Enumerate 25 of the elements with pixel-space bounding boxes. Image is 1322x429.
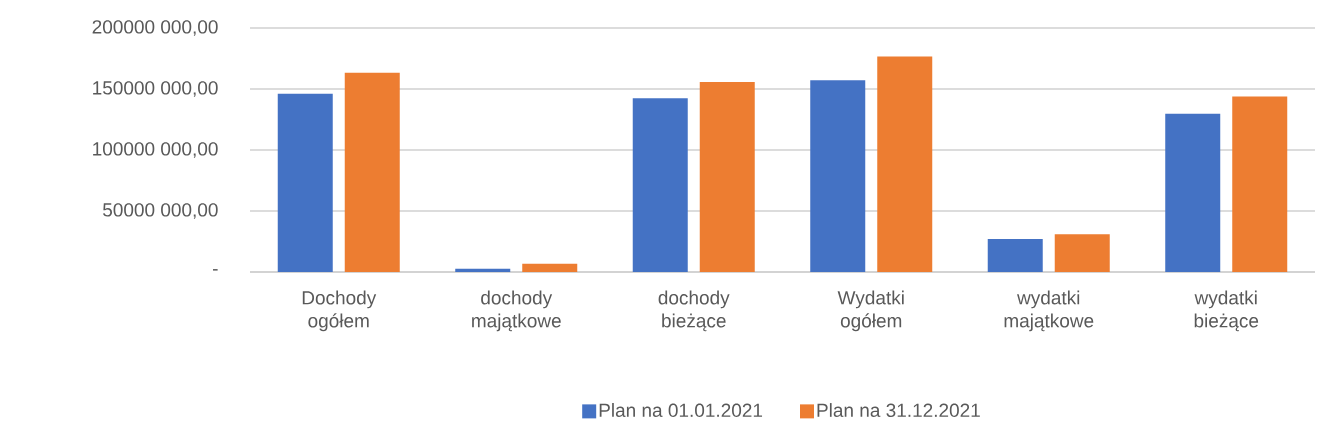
legend-label: Plan na 01.01.2021 — [599, 403, 763, 418]
bar — [455, 268, 511, 272]
y-tick-label: 200000 000,00 — [92, 20, 218, 36]
bar — [987, 239, 1043, 272]
x-tick-label: Wydatki ogółem — [837, 290, 904, 332]
x-tick-label: Dochody ogółem — [302, 290, 377, 332]
bar — [277, 93, 333, 272]
bar — [632, 98, 688, 272]
legend-label: Plan na 31.12.2021 — [817, 403, 980, 418]
x-tick-label: wydatki majątkowe — [1004, 290, 1094, 332]
bar — [1232, 96, 1288, 272]
x-tick-label: dochody bieżące — [658, 290, 730, 332]
bar — [344, 72, 400, 272]
y-tick-label: 150000 000,00 — [93, 81, 218, 97]
bar — [522, 263, 578, 272]
bar — [810, 80, 866, 272]
x-tick-label: wydatki bieżące — [1194, 290, 1259, 332]
bar — [1165, 113, 1221, 272]
bar — [699, 81, 755, 272]
y-tick-label: 50000 000,00 — [103, 203, 218, 219]
bar — [877, 56, 933, 272]
y-tick-label: 100000 000,00 — [93, 142, 218, 158]
x-tick-label: dochody majątkowe — [472, 290, 561, 332]
y-tick-label: - — [212, 269, 218, 271]
bar — [1054, 234, 1110, 272]
